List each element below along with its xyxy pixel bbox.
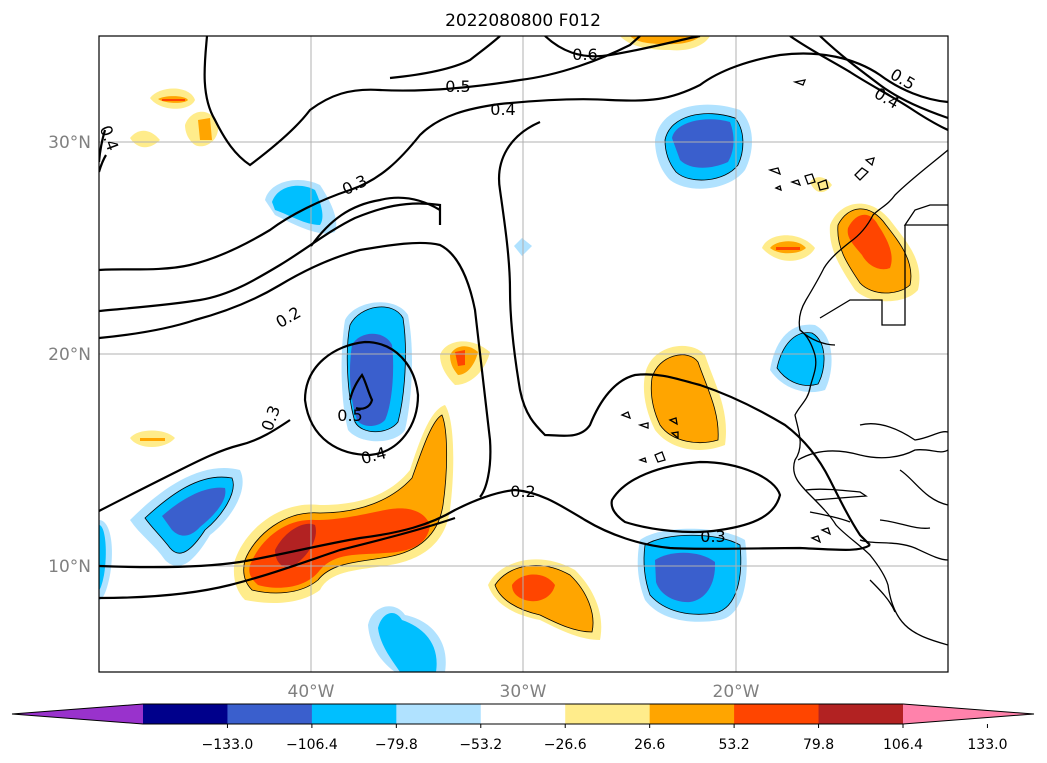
negative-anomaly-blobs: [99, 104, 832, 672]
latitude-labels: 30°N 20°N 10°N: [48, 133, 91, 577]
colorbar-tick-label: −133.0: [202, 737, 254, 753]
colorbar-segment: [227, 704, 313, 724]
colorbar-segment: [734, 704, 820, 724]
colorbar-segment: [480, 704, 566, 724]
contour-label: 0.4: [490, 100, 515, 119]
colorbar-tick-label: −26.6: [544, 737, 587, 753]
contour-label: 0.4: [96, 123, 123, 153]
colorbar-over-triangle: [903, 704, 1034, 724]
map-gridlines: [99, 36, 948, 672]
contour-label: 0.6: [572, 45, 597, 64]
colorbar-tick-label: −106.4: [286, 737, 338, 753]
contour-label: 0.5: [445, 77, 470, 96]
colorbar-tick-label: −53.2: [459, 737, 502, 753]
colorbar-segment: [143, 704, 228, 724]
contour-labels: 0.6 0.5 0.4 0.5 0.4 0.4 0.3 0.2 0.3 0.5 …: [96, 45, 919, 546]
contour-label: 0.3: [700, 527, 725, 546]
colorbar-under-triangle: [12, 704, 143, 724]
colorbar-segment: [565, 704, 651, 724]
coastlines: [620, 79, 948, 646]
longitude-labels: 40°W 30°W 20°W: [288, 682, 760, 702]
lat-label-10n: 10°N: [48, 557, 91, 577]
colorbar-tick-label: 79.8: [803, 737, 834, 753]
colorbar-tick-label: 133.0: [967, 737, 1007, 753]
lon-label-40w: 40°W: [288, 682, 335, 702]
colorbar-segment: [396, 704, 482, 724]
contour-label: 0.5: [337, 406, 362, 425]
colorbar-tick-label: 106.4: [883, 737, 923, 753]
contour-label: 0.2: [510, 482, 535, 501]
shading-outlines: [144, 113, 912, 633]
map-frame: [98, 35, 949, 673]
map-area: 0.6 0.5 0.4 0.5 0.4 0.4 0.3 0.2 0.3 0.5 …: [96, 36, 948, 672]
lat-label-30n: 30°N: [48, 133, 91, 153]
colorbar-outline: [11, 703, 1035, 725]
colorbar: −133.0 −106.4 −79.8 −53.2 −26.6 26.6 53.2 79.8 1…: [11, 703, 1035, 753]
colorbar-segment: [649, 704, 735, 724]
colorbar-tick-label: −79.8: [375, 737, 418, 753]
lon-label-20w: 20°W: [713, 682, 760, 702]
colorbar-tick-label: 26.6: [634, 737, 665, 753]
lat-label-20n: 20°N: [48, 345, 91, 365]
colorbar-segment: [818, 704, 904, 724]
colorbar-tick-label: 53.2: [719, 737, 750, 753]
colorbar-segment: [311, 704, 397, 724]
lon-label-30w: 30°W: [500, 682, 547, 702]
map-title: 2022080800 F012: [445, 11, 601, 31]
